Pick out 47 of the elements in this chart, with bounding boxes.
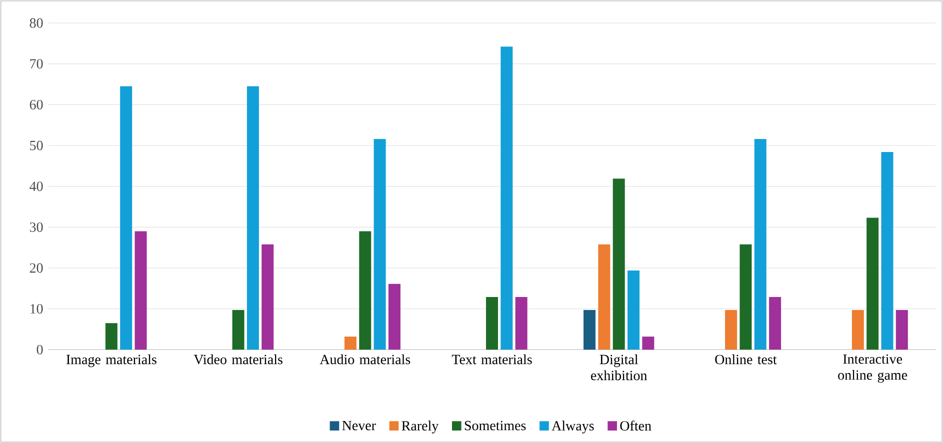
bar <box>374 138 386 350</box>
bar <box>642 336 654 350</box>
bar <box>232 310 244 350</box>
bar <box>500 46 513 350</box>
x-tick-label: Image materials <box>66 354 156 368</box>
bar <box>896 310 908 350</box>
bar <box>881 152 894 350</box>
y-tick-label: 0 <box>36 344 43 354</box>
bar <box>612 178 625 350</box>
legend-label: Never <box>342 420 376 430</box>
legend-label: Often <box>620 420 652 431</box>
bar <box>725 310 738 350</box>
x-tick-label: Digital exhibition <box>591 354 648 380</box>
bar <box>120 86 132 350</box>
bar <box>628 270 640 350</box>
bar <box>344 336 356 350</box>
legend-label: Always <box>552 420 594 434</box>
y-tick-label: 10 <box>30 304 43 314</box>
bar <box>598 244 610 350</box>
y-tick-label: 80 <box>30 18 43 28</box>
y-tick-label: 20 <box>30 263 43 273</box>
x-tick-label: Online test <box>715 354 777 364</box>
bar <box>359 231 372 350</box>
bar <box>769 296 782 350</box>
y-tick-label: 70 <box>30 59 43 69</box>
y-tick-label: 30 <box>30 222 43 232</box>
x-tick-label: Audio materials <box>320 354 410 364</box>
x-tick-label: Video materials <box>194 354 282 364</box>
y-tick-label: 50 <box>30 140 43 150</box>
bar <box>515 296 528 350</box>
legend-label: Sometimes <box>464 420 526 430</box>
bar <box>754 138 766 350</box>
x-tick-label: Text materials <box>452 354 532 364</box>
bar <box>866 218 879 350</box>
legend-label: Rarely <box>402 420 439 434</box>
bar <box>246 86 259 350</box>
bar <box>486 296 498 350</box>
y-tick-label: 40 <box>30 182 43 192</box>
bar <box>852 310 864 350</box>
bar <box>262 244 274 350</box>
y-tick-label: 60 <box>30 100 43 110</box>
bar <box>584 310 596 350</box>
bar <box>105 323 118 350</box>
x-tick-label: Interactive online game <box>838 354 908 383</box>
bar <box>388 284 400 350</box>
bar <box>134 231 147 350</box>
bar <box>740 244 752 350</box>
